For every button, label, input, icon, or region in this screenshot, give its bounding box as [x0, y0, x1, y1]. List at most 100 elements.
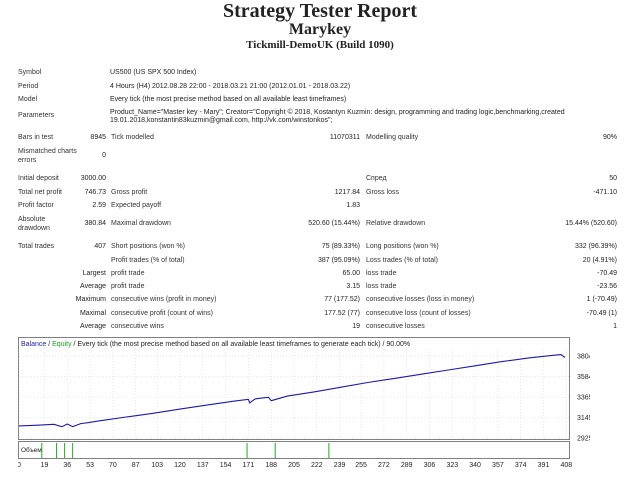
- period-label: Period: [18, 83, 39, 90]
- parameters-value-line1: Product_Name="Master key - Mary"; Creato…: [110, 109, 565, 116]
- maximal-drawdown-label: Maximal drawdown: [111, 220, 171, 227]
- chart-legend: Balance / Equity / Every tick (the most …: [21, 341, 410, 348]
- x-tick-label: 120: [174, 462, 186, 469]
- average-profit-value: 3.15: [346, 283, 360, 290]
- parameters-label: Parameters: [18, 112, 55, 119]
- maximal-consecutive-profit-value: 177.52 (77): [324, 310, 360, 317]
- x-tick-label: 374: [515, 462, 527, 469]
- x-tick-label: 188: [265, 462, 277, 469]
- largest-profit-label: profit trade: [111, 270, 145, 277]
- report-title: Strategy Tester Report: [222, 0, 418, 22]
- model-value: Every tick (the most precise method base…: [110, 96, 347, 103]
- volume-bars: [41, 443, 330, 458]
- average-consecutive-losses-label: consecutive losses: [366, 323, 425, 330]
- x-tick-label: 154: [220, 462, 232, 469]
- average-loss-label: loss trade: [366, 283, 397, 290]
- x-tick-label: 87: [132, 462, 140, 469]
- y-tick-label: 3145: [577, 415, 590, 422]
- maximal-label: Maximal: [79, 310, 106, 317]
- x-tick-label: 171: [243, 462, 255, 469]
- absolute-drawdown-label-2: drawdown: [18, 225, 50, 232]
- net-profit-value: 746.73: [84, 189, 106, 196]
- server-name: Tickmill-DemoUK (Build 1090): [246, 39, 394, 51]
- x-tick-label: 36: [63, 462, 71, 469]
- expected-payoff-value: 1.83: [346, 202, 360, 209]
- bars-value: 8945: [90, 134, 106, 141]
- y-tick-label: 3804: [577, 354, 590, 361]
- absolute-drawdown-value: 380.84: [84, 220, 106, 227]
- model-label: Model: [18, 96, 38, 103]
- x-tick-label: 205: [288, 462, 300, 469]
- loss-trades-value: 20 (4.91%): [582, 257, 617, 264]
- deposit-value: 3000.00: [80, 175, 106, 182]
- expected-payoff-label: Expected payoff: [111, 202, 162, 209]
- chart-lines: [18, 354, 566, 428]
- relative-drawdown-value: 15.44% (520.60): [565, 220, 617, 227]
- maximum-label: Maximum: [75, 296, 106, 303]
- balance-chart: Balance / Equity / Every tick (the most …: [18, 337, 590, 469]
- maximal-consecutive-profit-label: consecutive profit (count of wins): [111, 310, 213, 317]
- mismatch-label-1: Mismatched charts: [18, 148, 77, 155]
- y-tick-label: 3365: [577, 394, 590, 401]
- average-profit-label: profit trade: [111, 283, 145, 290]
- profit-factor-value: 2.59: [92, 202, 106, 209]
- x-tick-label: 340: [469, 462, 481, 469]
- y-axis-labels: 3804 3584 3365 3145 2925: [577, 354, 590, 443]
- largest-loss-value: -70.49: [597, 270, 617, 277]
- volume-label: Объем: [21, 446, 42, 454]
- gross-profit-label: Gross profit: [111, 189, 148, 196]
- largest-label: Largest: [82, 270, 106, 277]
- average-consecutive-wins-label: consecutive wins: [111, 323, 164, 330]
- parameters-value-line2: 19.01.2018,konstantin83kuzmin@gmail.com,…: [110, 117, 333, 124]
- total-trades-label: Total trades: [18, 243, 55, 250]
- gross-profit-value: 1217.84: [334, 189, 360, 196]
- bars-label: Bars in test: [18, 134, 54, 141]
- average-consecutive-losses-value: 1: [613, 323, 617, 330]
- ticks-value: 11070311: [329, 134, 360, 141]
- loss-trades-label: Loss trades (% of total): [366, 257, 438, 264]
- balance-chart-svg: Balance / Equity / Every tick (the most …: [18, 337, 590, 469]
- legend-separator: /: [46, 341, 52, 348]
- maximal-consecutive-loss-label: consecutive loss (count of losses): [366, 310, 471, 317]
- x-tick-label: 408: [560, 462, 572, 469]
- x-tick-label: 391: [538, 462, 550, 469]
- x-tick-label: 19: [41, 462, 49, 469]
- average-consecutive-wins-value: 19: [352, 323, 360, 330]
- ticks-label: Tick modelled: [111, 134, 154, 141]
- balance-line: [18, 354, 566, 428]
- legend-balance: Balance: [21, 341, 46, 348]
- average-loss-value: -23.56: [597, 283, 617, 290]
- x-tick-label: 357: [492, 462, 504, 469]
- profit-trades-value: 387 (95.09%): [317, 257, 360, 264]
- average-consecutive-label: Average: [80, 323, 106, 330]
- profit-factor-label: Profit factor: [18, 202, 54, 209]
- average-label: Average: [80, 283, 106, 290]
- gross-loss-label: Gross loss: [366, 189, 400, 196]
- mismatch-label-2: errors: [18, 157, 37, 164]
- largest-profit-value: 65.00: [342, 270, 360, 277]
- x-tick-label: 255: [355, 462, 367, 469]
- long-positions-value: 332 (96.39%): [574, 243, 617, 250]
- x-tick-label: 239: [334, 462, 346, 469]
- max-consecutive-losses-label: consecutive losses (loss in money): [366, 296, 475, 303]
- legend-equity: Equity: [52, 341, 72, 348]
- x-tick-label: 289: [401, 462, 413, 469]
- x-tick-label: 137: [197, 462, 209, 469]
- x-axis-labels: 0 19 36 53 70 87 103 120 137 154 171 188 205 222 239 25…: [18, 462, 572, 469]
- largest-loss-label: loss trade: [366, 270, 397, 277]
- quality-value: 90%: [602, 134, 617, 141]
- x-tick-label: 272: [378, 462, 390, 469]
- net-profit-label: Total net profit: [18, 189, 62, 196]
- quality-label: Modelling quality: [366, 134, 419, 141]
- maximal-drawdown-value: 520.60 (15.44%): [308, 220, 360, 227]
- period-value: 4 Hours (H4) 2012.08.28 22:00 - 2018.03.…: [110, 83, 351, 90]
- long-positions-label: Long positions (won %): [366, 243, 439, 250]
- short-positions-label: Short positions (won %): [111, 243, 185, 250]
- legend-description: / Every tick (the most precise method ba…: [72, 341, 411, 348]
- x-tick-label: 0: [18, 462, 21, 469]
- y-tick-label: 2925: [577, 436, 590, 443]
- maximal-consecutive-loss-value: -70.49 (1): [586, 310, 617, 317]
- total-trades-value: 407: [94, 243, 106, 250]
- short-positions-value: 75 (89.33%): [321, 243, 360, 250]
- x-tick-label: 323: [446, 462, 458, 469]
